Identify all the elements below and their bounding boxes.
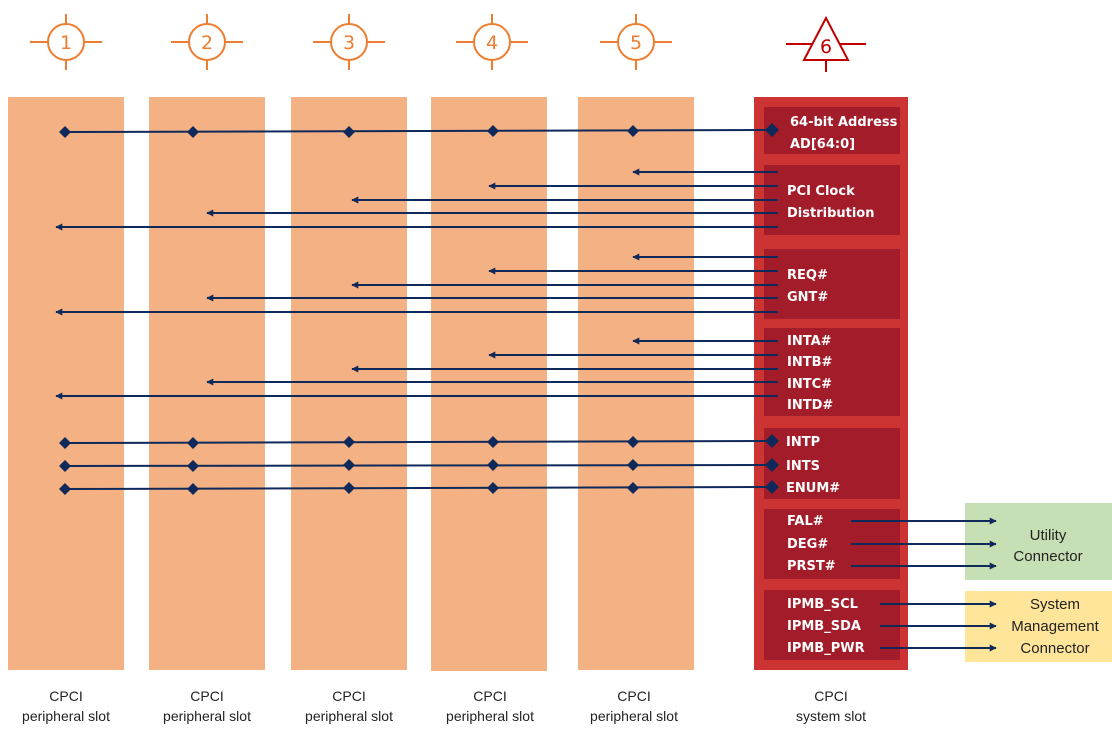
slot-caption-4-line1: CPCI [473,688,507,704]
slot-marker-3 [313,14,385,70]
signal-label-gnt: GNT# [787,290,828,305]
signal-label-ipmb-sda: IPMB_SDA [787,619,861,634]
signal-label-clock-1: PCI Clock [787,184,855,199]
slot-caption-5: CPCI peripheral slot [564,686,704,726]
slot-number-2: 2 [201,32,213,54]
slot-caption-2: CPCI peripheral slot [137,686,277,726]
signal-label-ints: INTS [786,459,820,474]
signal-label-intp: INTP [786,435,820,450]
signal-label-intc: INTC# [787,377,832,392]
signal-label-address-2: AD[64:0] [790,137,855,152]
slot-number-5: 5 [630,32,642,54]
utility-connector-label-1: Utility [1030,527,1067,544]
slot-marker-4 [456,14,528,70]
peripheral-slot-1 [8,97,124,670]
slot-caption-5-line1: CPCI [617,688,651,704]
signal-label-fal: FAL# [787,514,824,529]
signal-label-deg: DEG# [787,537,828,552]
slot-marker-1 [30,14,102,70]
slot-caption-5-line2: peripheral slot [590,708,678,724]
signal-label-intb: INTB# [787,355,832,370]
peripheral-slot-2 [149,97,265,670]
bused-lines [64,129,773,490]
slot-number-4: 4 [486,32,498,54]
slot-number-3: 3 [343,32,355,54]
signal-label-ipmb-pwr: IPMB_PWR [787,641,865,656]
signal-group-ipmb [764,590,900,660]
signal-group-address [764,107,900,154]
signal-group-clock [764,165,900,235]
signal-group-arbitration [764,249,900,319]
system-slot-marker [786,15,866,72]
signal-label-req: REQ# [787,268,828,283]
signal-label-prst: PRST# [787,559,836,574]
slot-caption-1-line2: peripheral slot [22,708,110,724]
system-slot-caption-line1: CPCI [814,688,848,704]
signal-label-intd: INTD# [787,398,833,413]
system-management-label-1: System [1030,596,1080,613]
slot-caption-3-line1: CPCI [332,688,366,704]
radial-lines [55,168,997,652]
slot-caption-4: CPCI peripheral slot [420,686,560,726]
system-slot-caption-line2: system slot [795,708,866,724]
slot-caption-2-line1: CPCI [190,688,224,704]
utility-connector-label-2: Connector [1013,548,1082,565]
signal-label-clock-2: Distribution [787,206,874,221]
slot-number-1: 1 [60,32,72,54]
system-slot-caption: CPCI system slot [761,686,901,726]
slot-caption-2-line2: peripheral slot [163,708,251,724]
slot-marker-2 [171,14,243,70]
peripheral-slot-5 [578,97,694,670]
bus-tap-diamonds [59,123,779,495]
utility-connector-box [965,503,1112,580]
signal-group-interrupts [764,328,900,416]
signal-label-ipmb-scl: IPMB_SCL [787,597,858,612]
signal-label-enum: ENUM# [786,481,840,496]
slot-marker-5 [600,14,672,70]
slot-caption-3: CPCI peripheral slot [279,686,419,726]
system-slot-number: 6 [820,36,832,58]
slot-caption-4-line2: peripheral slot [446,708,534,724]
signal-group-bused [764,428,900,499]
peripheral-slot-4 [431,97,547,671]
slot-caption-1-line1: CPCI [49,688,83,704]
slot-caption-1: CPCI peripheral slot [0,686,136,726]
peripheral-slot-3 [291,97,407,670]
signal-label-address-1: 64-bit Address [790,115,898,130]
system-management-label-3: Connector [1020,640,1089,657]
system-management-label-2: Management [1011,618,1099,635]
signal-label-inta: INTA# [787,334,832,349]
slot-caption-3-line2: peripheral slot [305,708,393,724]
